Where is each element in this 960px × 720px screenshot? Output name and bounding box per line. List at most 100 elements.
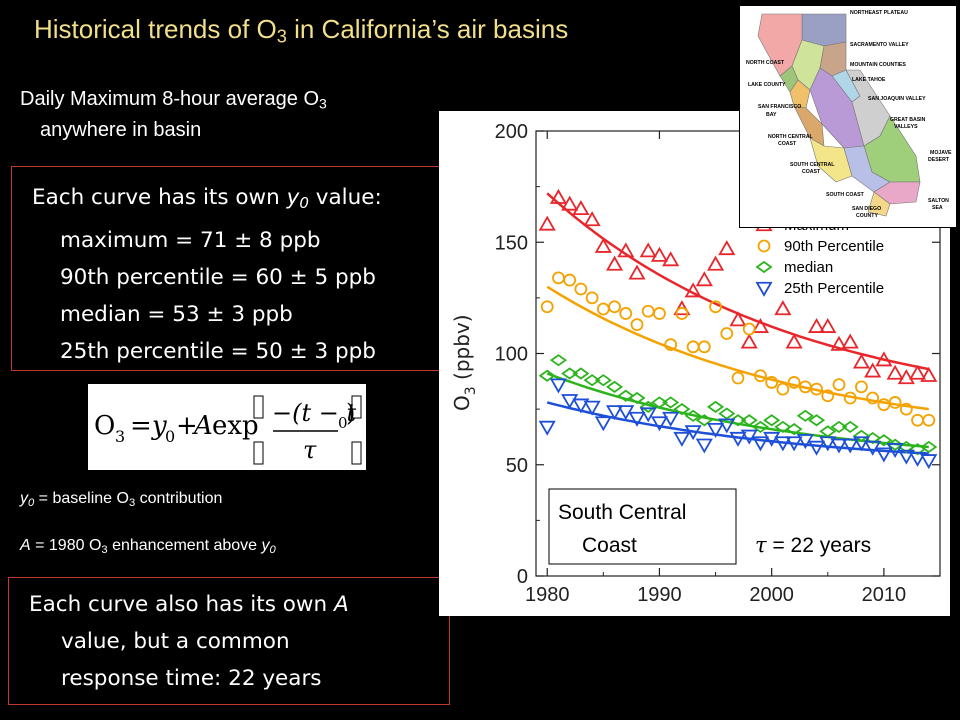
y-axis-label-sub: 3 — [463, 386, 479, 395]
def2-var2: y — [261, 537, 270, 554]
data-point — [763, 431, 781, 447]
formula-exp: exp — [212, 411, 259, 441]
data-point — [572, 367, 590, 380]
data-point — [619, 307, 633, 320]
legend-marker — [755, 281, 773, 297]
data-point — [650, 416, 668, 432]
data-point — [808, 440, 826, 456]
data-point — [920, 454, 938, 470]
data-point — [785, 333, 803, 349]
subtitle-line1: Daily Maximum 8-hour average O — [20, 88, 319, 110]
box2-line1-text: Each curve also has its own — [29, 592, 334, 617]
data-point — [718, 407, 736, 420]
data-point — [549, 354, 567, 367]
data-point — [549, 378, 567, 394]
formula-eq: = — [130, 411, 152, 441]
data-point — [875, 447, 893, 463]
data-point — [675, 307, 689, 320]
data-point — [830, 420, 848, 434]
data-point — [875, 434, 893, 447]
y-tick-label: 200 — [495, 121, 528, 143]
def2-rest: enhancement above — [107, 537, 262, 554]
map-label: SOUTH COAST — [826, 192, 865, 198]
data-point — [664, 338, 678, 352]
data-point — [852, 429, 870, 442]
def1-var-sub: 0 — [28, 496, 35, 509]
box2-line2: value, but a common — [61, 629, 290, 654]
data-point — [920, 440, 938, 454]
data-point — [684, 425, 702, 441]
tick-labels: 0 50 100 150 200 1980 1990 2000 2010 — [495, 121, 907, 606]
map-label: COAST — [802, 169, 821, 175]
data-point — [709, 300, 722, 314]
subtitle-line2: anywhere in basin — [40, 118, 202, 141]
def1-var: y — [20, 490, 28, 507]
data-point — [628, 411, 646, 427]
data-point — [909, 364, 927, 380]
subtitle-subscript: 3 — [319, 95, 327, 112]
box2-line3: response time: 22 years — [61, 666, 322, 691]
data-point — [540, 300, 554, 314]
data-point — [552, 271, 565, 285]
data-point — [650, 246, 668, 262]
data-point — [731, 371, 745, 385]
data-point — [785, 423, 803, 436]
data-point — [684, 409, 702, 422]
data-markers — [538, 188, 938, 470]
formula-numerator: −(t − t — [272, 399, 356, 427]
formula-y0-sub: 0 — [165, 427, 175, 446]
y-tick-label: 0 — [517, 566, 528, 588]
data-point — [718, 418, 736, 434]
data-point — [628, 391, 646, 405]
data-point — [561, 394, 579, 410]
data-point — [808, 317, 826, 333]
tau-text: = 22 years — [767, 534, 871, 557]
box1-head-text: Each curve has its own — [32, 185, 287, 210]
data-point — [686, 340, 700, 354]
data-point — [606, 255, 624, 271]
data-point — [695, 414, 713, 427]
map-label: VALLEYS — [894, 124, 918, 130]
y-axis-label-main: O — [450, 395, 474, 411]
legend-label: 25th Percentile — [784, 280, 884, 297]
box1-head-var: y — [286, 185, 300, 210]
data-point — [877, 398, 891, 412]
box2-line1-var: A — [333, 592, 349, 617]
data-point — [751, 436, 769, 452]
map-label: LAKE TAHOE — [852, 77, 886, 83]
map-label: SAN JOAQUIN VALLEY — [868, 96, 926, 102]
series-25th-percentile — [538, 378, 938, 470]
data-point — [583, 211, 601, 227]
y-tick-label: 150 — [495, 232, 528, 254]
california-air-basins-map: NORTHEAST PLATEAU SACRAMENTO VALLEY NORT… — [739, 5, 957, 228]
data-point — [742, 322, 756, 336]
data-point — [572, 398, 590, 414]
box1-heading: Each curve has its own y0 value: — [32, 179, 443, 222]
data-point — [594, 416, 612, 432]
data-point — [866, 391, 880, 405]
data-point — [617, 242, 635, 258]
map-label: SAN DIEGO — [852, 206, 881, 212]
data-point — [751, 317, 769, 333]
map-label: SAN FRANCISCO — [758, 104, 801, 110]
map-region — [793, 105, 825, 147]
data-point — [729, 311, 747, 327]
fit-curve-90th-percentile — [546, 285, 929, 411]
data-point — [787, 376, 801, 389]
map-label: SALTON — [928, 198, 949, 204]
data-point — [832, 378, 846, 392]
data-point — [594, 237, 612, 253]
x-tick-label: 2010 — [862, 584, 907, 606]
data-point — [897, 449, 915, 465]
data-point — [594, 374, 612, 387]
data-point — [583, 374, 601, 387]
map-region — [867, 191, 891, 217]
data-point — [574, 282, 588, 296]
data-point — [673, 431, 691, 447]
data-point — [763, 414, 781, 427]
slide-title: Historical trends of O3 in California’s … — [34, 14, 568, 48]
data-point — [639, 407, 657, 423]
formula-num-close: ) — [346, 399, 355, 427]
data-point — [617, 389, 635, 402]
